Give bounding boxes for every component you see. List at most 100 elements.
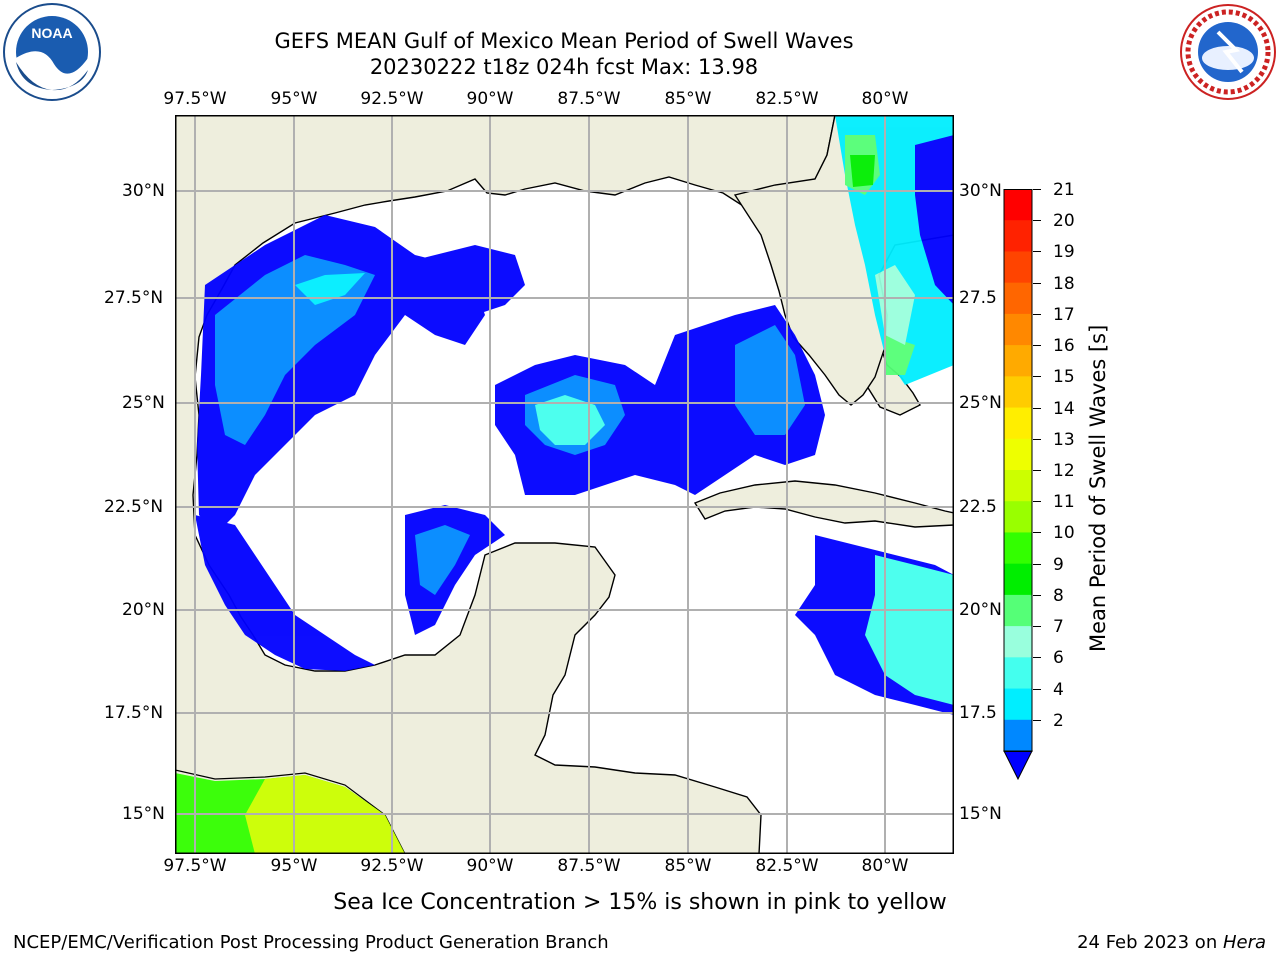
lat-label: 15°N (122, 804, 165, 824)
swell-fills (175, 115, 954, 854)
colorbar-segment (1004, 626, 1032, 658)
colorbar-segment (1004, 251, 1032, 284)
lat-label: 17.5 (959, 703, 997, 723)
colorbar-segment (1004, 189, 1032, 221)
map-panel (175, 115, 954, 854)
colorbar-tick-label: 21 (1053, 180, 1075, 200)
svg-text:NOAA: NOAA (31, 25, 72, 41)
footer-right: 24 Feb 2023 on Hera (1077, 932, 1266, 953)
lat-label: 27.5°N (104, 288, 164, 308)
lon-label: 82.5°W (755, 89, 819, 109)
footer-host: Hera (1222, 932, 1266, 953)
lon-label: 92.5°W (360, 856, 424, 876)
graticule (175, 115, 954, 854)
colorbar-tick (1033, 407, 1041, 409)
lon-label: 82.5°W (755, 856, 819, 876)
lat-label: 30°N (959, 181, 1002, 201)
colorbar-tick-label: 4 (1053, 679, 1064, 700)
chart-title: GEFS MEAN Gulf of Mexico Mean Period of … (274, 29, 854, 53)
colorbar-tick-label: 16 (1053, 336, 1075, 357)
lon-label: 80°W (861, 856, 909, 876)
lon-label: 87.5°W (557, 89, 621, 109)
colorbar-tick-label: 19 (1053, 242, 1075, 263)
colorbar-segment (1004, 563, 1032, 596)
colorbar-tick (1033, 501, 1041, 503)
colorbar-tick (1033, 563, 1041, 565)
lat-label: 27.5 (959, 288, 997, 308)
noaa-logo-icon: NOAA (2, 2, 102, 102)
colorbar-segment (1004, 657, 1032, 690)
lat-label: 15°N (959, 804, 1002, 824)
sea-ice-note: Sea Ice Concentration > 15% is shown in … (333, 890, 947, 915)
colorbar-segment (1004, 688, 1032, 721)
lat-label: 25°N (122, 393, 165, 413)
colorbar-tick-label: 2 (1053, 710, 1064, 731)
colorbar-tick (1033, 220, 1041, 222)
colorbar-title: Mean Period of Swell Waves [s] (1086, 324, 1110, 652)
colorbar-tick-label: 18 (1053, 273, 1075, 294)
colorbar-tick (1033, 376, 1041, 378)
colorbar-segment (1004, 345, 1032, 377)
colorbar-segment (1004, 470, 1032, 502)
footer-left: NCEP/EMC/Verification Post Processing Pr… (13, 932, 609, 953)
colorbar-tick-label: 17 (1053, 304, 1075, 325)
colorbar-tick (1033, 657, 1041, 659)
colorbar-tick-label: 11 (1053, 492, 1075, 513)
colorbar-outline (1003, 189, 1033, 752)
colorbar-segment (1004, 282, 1032, 315)
colorbar-segment (1004, 313, 1032, 346)
lon-label: 85°W (664, 89, 712, 109)
lon-label: 80°W (861, 89, 909, 109)
colorbar-tick-label: 20 (1053, 211, 1075, 232)
colorbar-tick (1033, 688, 1041, 690)
lon-label: 90°W (466, 89, 514, 109)
colorbar (1003, 189, 1033, 781)
colorbar-tick-label: 8 (1053, 585, 1064, 606)
colorbar-tick (1033, 438, 1041, 440)
nws-logo-icon (1178, 2, 1278, 102)
colorbar-tick-label: 6 (1053, 648, 1064, 669)
lon-label: 95°W (270, 856, 318, 876)
colorbar-tick-label: 14 (1053, 398, 1075, 419)
colorbar-tick (1033, 532, 1041, 534)
chart-subtitle: 20230222 t18z 024h fcst Max: 13.98 (369, 55, 759, 79)
colorbar-tick (1033, 345, 1041, 347)
colorbar-extend-triangle (1003, 750, 1033, 781)
lat-label: 22.5 (959, 497, 997, 517)
colorbar-tick (1033, 719, 1041, 721)
lat-label: 20°N (959, 600, 1002, 620)
colorbar-tick-label: 7 (1053, 617, 1064, 638)
lon-label: 95°W (270, 89, 318, 109)
colorbar-tick (1033, 313, 1041, 315)
colorbar-tick-label: 9 (1053, 554, 1064, 575)
colorbar-tick-label: 10 (1053, 523, 1075, 544)
lat-label: 20°N (122, 600, 165, 620)
colorbar-segment (1004, 594, 1032, 627)
colorbar-tick (1033, 470, 1041, 471)
lon-label: 87.5°W (557, 856, 621, 876)
colorbar-segment (1004, 532, 1032, 565)
lon-label: 90°W (466, 856, 514, 876)
map-svg (175, 115, 954, 854)
colorbar-tick-label: 12 (1053, 461, 1075, 481)
colorbar-segment (1004, 438, 1032, 471)
colorbar-tick-label: 13 (1053, 429, 1075, 450)
colorbar-segment (1004, 220, 1032, 252)
lon-label: 85°W (664, 856, 712, 876)
colorbar-segment (1004, 719, 1032, 752)
colorbar-tick-label: 15 (1053, 367, 1075, 388)
lon-label: 97.5°W (163, 856, 227, 876)
colorbar-tick (1033, 189, 1041, 190)
lon-label: 97.5°W (163, 89, 227, 109)
lat-label: 30°N (122, 181, 165, 201)
colorbar-tick (1033, 626, 1041, 628)
lat-label: 17.5°N (104, 703, 164, 723)
colorbar-tick (1033, 282, 1041, 284)
lat-label: 22.5°N (104, 497, 164, 517)
colorbar-segment (1004, 376, 1032, 409)
colorbar-segment (1004, 501, 1032, 533)
colorbar-tick (1033, 594, 1041, 596)
colorbar-tick (1033, 251, 1041, 253)
colorbar-svg (1003, 189, 1033, 781)
lat-label: 25°N (959, 393, 1002, 413)
